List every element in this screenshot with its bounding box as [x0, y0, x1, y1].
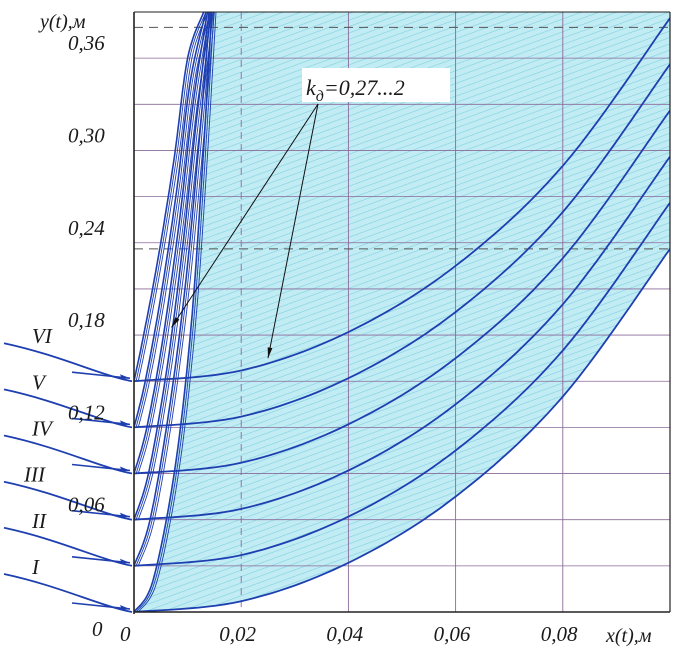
feasible-region-fill — [134, 12, 670, 612]
entry-arrowhead-I — [120, 605, 130, 610]
axes — [133, 11, 671, 614]
steep-band-I-1 — [135, 12, 215, 612]
annotation-text: kд=0,27...2 — [306, 75, 405, 105]
flat-curve-V — [134, 63, 670, 429]
annotation-arrow-1 — [267, 103, 319, 359]
steep-band-VI-2 — [137, 12, 209, 382]
trajectory-curves — [134, 12, 670, 612]
steep-curve-V — [134, 12, 207, 428]
steep-band-IV-2 — [137, 12, 213, 474]
entry-curve-I — [3, 573, 133, 613]
entry-arrow-V — [71, 417, 131, 426]
steep-band-II-1 — [135, 12, 213, 566]
flat-curve-IV — [134, 109, 670, 475]
y-tick-label-3: 0,24 — [68, 216, 105, 240]
entry-arrow-II — [71, 556, 131, 564]
steep-band-I-2 — [137, 12, 217, 612]
entry-curve-IV — [3, 434, 133, 475]
entry-curve-V — [3, 388, 133, 429]
steep-curve-VI — [134, 12, 205, 382]
steep-band-IV-1 — [135, 12, 211, 474]
steep-band-II-2 — [137, 12, 215, 566]
entry-arrowhead-IV — [120, 466, 130, 472]
curve-label-V: V — [32, 370, 47, 394]
x-tick-label-3: 0,08 — [541, 622, 578, 646]
entry-arrow-III — [71, 509, 131, 518]
entry-arrowhead-II — [120, 558, 130, 564]
annotation-range: =0,27...2 — [324, 75, 405, 100]
entry-curve-III — [3, 480, 133, 521]
steep-band-III-2 — [137, 12, 214, 520]
entry-arrowhead-V — [120, 420, 130, 426]
flat-curve-III — [134, 156, 670, 521]
y-origin-label: 0 — [92, 617, 103, 641]
annotation-arrows — [171, 103, 319, 359]
grid — [134, 12, 670, 612]
steep-band-III-1 — [135, 12, 212, 520]
y-tick-label-2: 0,18 — [68, 308, 105, 332]
entry-curves — [3, 342, 133, 613]
flat-curve-I — [134, 248, 670, 612]
entry-arrowhead-VI — [120, 374, 130, 380]
curve-label-VI: VI — [32, 324, 53, 348]
steep-band-V-2 — [137, 12, 211, 428]
y-tick-label-0: 0,06 — [68, 493, 105, 517]
flat-curve-II — [134, 202, 670, 567]
steep-band-V-1 — [135, 12, 209, 428]
x-tick-label-0: 0,02 — [219, 622, 256, 646]
entry-curve-II — [3, 526, 133, 567]
entry-arrow-IV — [71, 463, 131, 472]
steep-curve-IV — [134, 12, 209, 474]
curve-label-II: II — [31, 509, 47, 533]
flat-curve-VI — [134, 17, 670, 383]
steep-band-VI-1 — [135, 12, 207, 382]
annotation-arrowhead-1 — [267, 347, 273, 359]
curve-label-I: I — [31, 555, 40, 579]
x-axis-title: x(t),м — [605, 625, 652, 647]
annotation-arrow-0 — [171, 103, 319, 328]
curve-label-IV: IV — [31, 417, 54, 441]
annotation-subscript: д — [316, 88, 324, 105]
steep-curve-I — [134, 12, 213, 612]
y-tick-label-1: 0,12 — [68, 400, 105, 424]
annotation-k: k — [306, 75, 317, 100]
entry-curve-VI — [3, 342, 133, 383]
y-tick-label-4: 0,30 — [68, 124, 105, 148]
k-annotation: kд=0,27...2 — [171, 68, 450, 359]
entry-arrow-VI — [71, 371, 131, 379]
entry-arrowhead-III — [120, 512, 130, 518]
x-tick-label-1: 0,04 — [326, 622, 363, 646]
y-axis-title: y(t),м — [38, 11, 86, 33]
y-tick-label-5: 0,36 — [68, 31, 105, 55]
entry-arrow-I — [71, 602, 131, 610]
annotation-arrowhead-0 — [171, 317, 180, 328]
x-origin-label: 0 — [120, 622, 131, 646]
x-tick-label-2: 0,06 — [434, 622, 471, 646]
curve-label-III: III — [23, 463, 46, 487]
region-fill-hatch — [134, 12, 670, 612]
annotation-background — [302, 68, 450, 102]
steep-curve-III — [134, 12, 210, 520]
